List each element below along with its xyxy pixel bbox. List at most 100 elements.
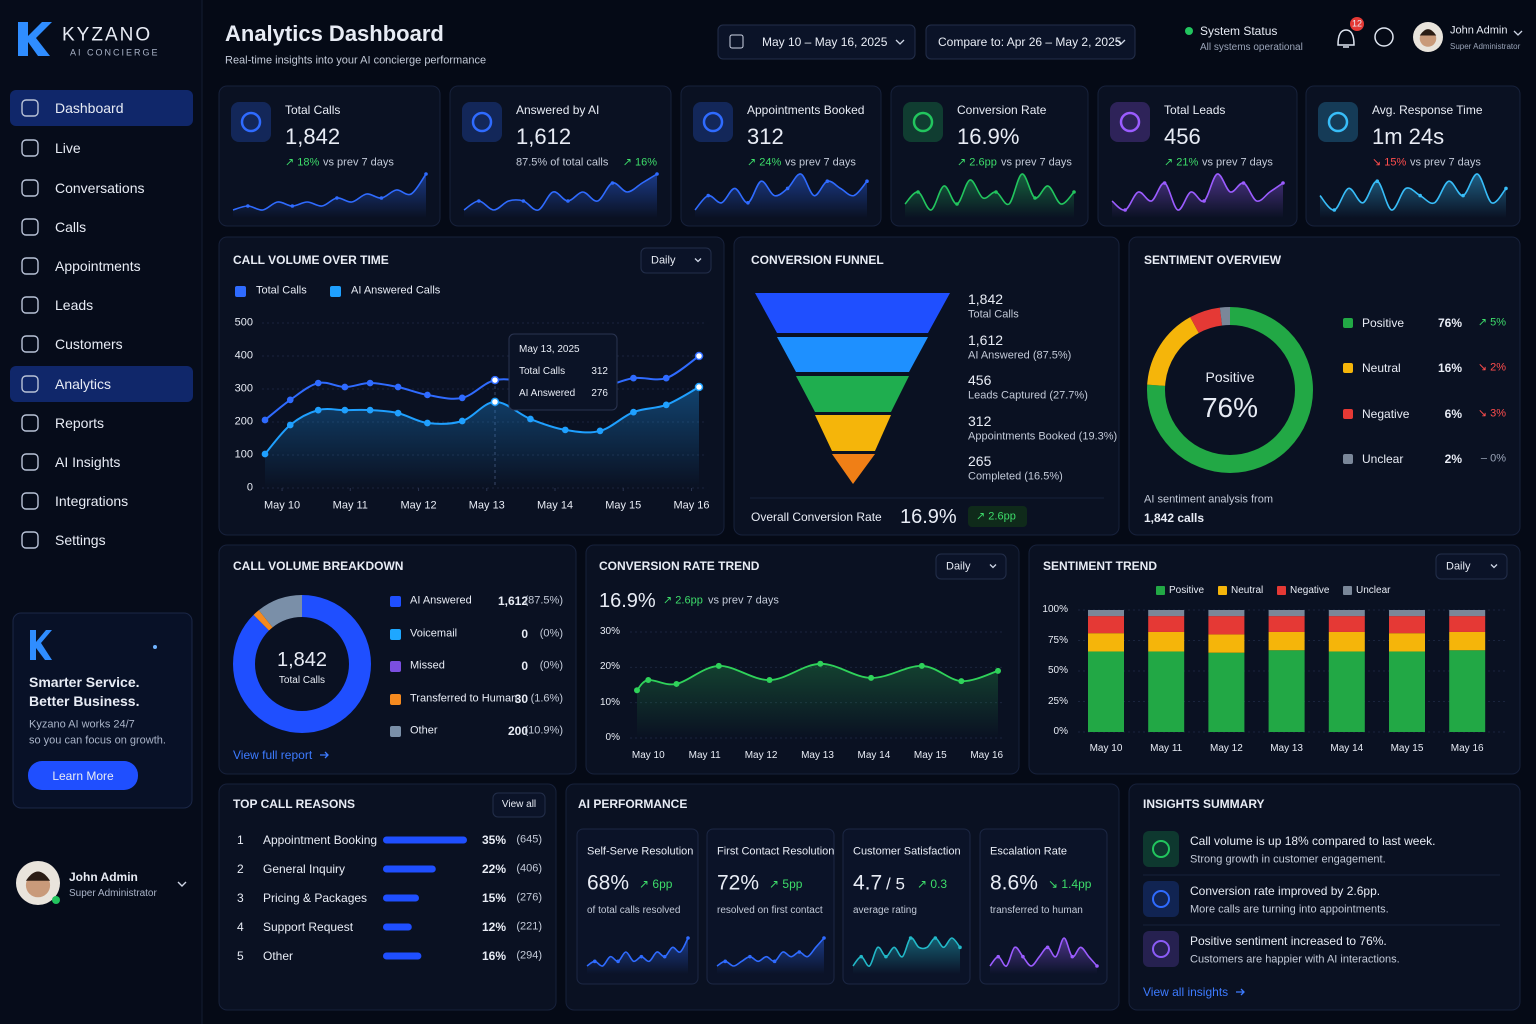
- sparkline-dot: [748, 954, 752, 959]
- panel-title: CALL VOLUME BREAKDOWN: [233, 559, 404, 573]
- legend-swatch: [390, 596, 401, 607]
- link[interactable]: View all insights: [1143, 985, 1229, 999]
- sparkline: [1111, 173, 1284, 211]
- kpi-value: 456: [1164, 124, 1201, 149]
- chevron: [177, 881, 187, 887]
- funnel-stage: [796, 376, 909, 412]
- nav-icon: [21, 139, 39, 157]
- sparkline-dot: [1504, 186, 1508, 191]
- y-tick-label: 30%: [599, 626, 620, 637]
- nav-item[interactable]: Live: [55, 140, 81, 156]
- label: (276): [516, 891, 542, 904]
- arrow: [320, 751, 329, 759]
- point: [366, 406, 374, 414]
- stage-label: Appointments Booked (19.3%): [968, 430, 1118, 443]
- legend-swatch: [1156, 586, 1165, 595]
- point: [673, 680, 680, 687]
- label: transferred to human: [990, 905, 1083, 916]
- legend-label: Transferred to Human: [410, 692, 518, 705]
- y-tick-label: 0%: [605, 732, 620, 743]
- nav-icon: [21, 218, 39, 236]
- nav-item[interactable]: Customers: [55, 336, 123, 352]
- sparkline-dot: [723, 959, 728, 964]
- nav-item[interactable]: Integrations: [55, 493, 129, 509]
- legend-label: Total Calls: [256, 284, 307, 297]
- sparkline: [989, 937, 1098, 967]
- metric-card: [979, 828, 1108, 985]
- x-tick-label: May 10: [631, 750, 665, 761]
- change: 2%: [1478, 362, 1506, 374]
- nav-item[interactable]: AI Insights: [55, 454, 121, 470]
- x-tick-label: May 13: [1270, 743, 1303, 754]
- bell-icon: [1337, 29, 1355, 48]
- label[interactable]: May 10 – May 16, 2025: [762, 35, 888, 49]
- nav-icon: [21, 531, 39, 549]
- nav-item[interactable]: Dashboard: [55, 100, 124, 116]
- button[interactable]: Learn More: [52, 769, 114, 783]
- label: vs prev 7 days: [1410, 156, 1481, 169]
- center-value: 76%: [1201, 392, 1259, 423]
- sparkline-dot: [592, 959, 597, 964]
- label: Customers are happier with AI interactio…: [1190, 953, 1400, 966]
- nav-item[interactable]: Conversations: [55, 180, 145, 196]
- kpi-icon-glyph: [1327, 111, 1349, 133]
- label: Appointment Booking: [263, 833, 378, 847]
- nav-item[interactable]: Settings: [55, 532, 106, 548]
- label: Strong growth in customer engagement.: [1190, 853, 1386, 866]
- nav-item[interactable]: Leads: [55, 297, 94, 313]
- panel-title: CALL VOLUME OVER TIME: [233, 253, 389, 267]
- sparkline-area: [233, 174, 426, 218]
- rank: 1: [237, 833, 244, 847]
- legend-label: Positive: [1362, 316, 1405, 330]
- point: [314, 379, 322, 387]
- rank: 3: [237, 891, 244, 905]
- panel-title: SENTIMENT OVERVIEW: [1144, 253, 1282, 267]
- x-tick-label: May 11: [688, 750, 721, 761]
- dropdown-label[interactable]: Daily: [651, 254, 676, 266]
- label: of total calls resolved: [587, 905, 681, 916]
- dropdown: [640, 247, 712, 274]
- change: 21%: [1164, 157, 1198, 169]
- change: 2.6pp: [976, 511, 1016, 523]
- chevron: [1116, 39, 1126, 45]
- insight-glyph: [1152, 890, 1170, 908]
- link[interactable]: View full report: [233, 748, 313, 762]
- sparkline-dot: [1461, 193, 1465, 198]
- nav-item[interactable]: Reports: [55, 415, 105, 431]
- nav-active: [10, 366, 193, 402]
- insight-glyph: [1152, 840, 1170, 858]
- label: vs prev 7 days: [785, 156, 856, 169]
- label: vs prev 7 days: [1001, 156, 1072, 169]
- label: (645): [516, 833, 542, 846]
- dropdown-label[interactable]: Daily: [946, 560, 971, 572]
- label: John Admin: [1450, 24, 1508, 37]
- sparkline-area: [717, 938, 824, 974]
- label: (221): [516, 920, 542, 933]
- status-dot: [1185, 27, 1193, 35]
- nav-item[interactable]: Calls: [55, 219, 87, 235]
- sparkline-dot: [335, 196, 339, 200]
- dropdown-label[interactable]: Daily: [1446, 560, 1471, 572]
- value-label: 15%: [481, 891, 506, 905]
- sparkline: [694, 173, 868, 211]
- point: [286, 421, 294, 429]
- label: Positive: [1205, 369, 1255, 385]
- button[interactable]: View all: [501, 799, 537, 810]
- point: [662, 401, 670, 409]
- label[interactable]: Compare to: Apr 26 – May 2, 2025: [938, 35, 1122, 49]
- x-tick-label: May 14: [536, 499, 574, 512]
- stage-value: 312: [968, 413, 992, 429]
- nav-item[interactable]: Analytics: [55, 376, 112, 392]
- nav-icon: [21, 257, 39, 275]
- x-tick-label: May 14: [1330, 743, 1364, 754]
- point: [766, 677, 773, 684]
- bar-segment: [1088, 651, 1124, 732]
- value-label: 16%: [1437, 361, 1462, 375]
- value-label: 0: [521, 627, 528, 641]
- label: (10.9%): [524, 724, 563, 737]
- logo: [18, 22, 52, 56]
- bar-segment: [1449, 610, 1486, 617]
- bar-segment: [1328, 610, 1365, 617]
- nav-item[interactable]: Appointments: [55, 258, 141, 274]
- label: Escalation Rate: [990, 845, 1068, 858]
